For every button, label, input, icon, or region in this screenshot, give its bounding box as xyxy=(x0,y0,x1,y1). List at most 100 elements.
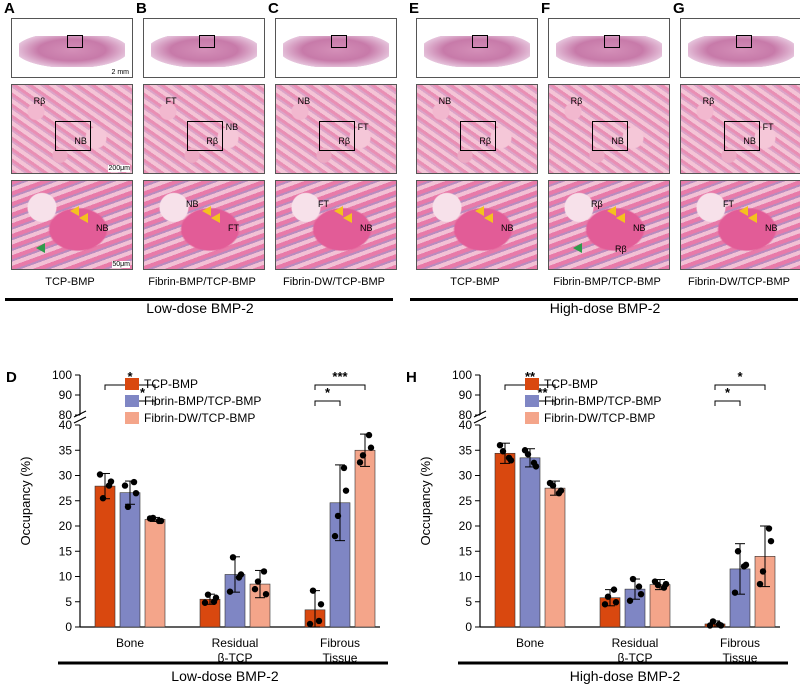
panel-letter-f: F xyxy=(541,0,551,17)
panel-caption-e: TCP-BMP xyxy=(450,276,500,288)
y-tick-label: 0 xyxy=(465,620,472,634)
data-point xyxy=(662,580,670,588)
bar xyxy=(144,519,166,628)
micrograph-b-1 xyxy=(143,18,265,78)
legend-swatch xyxy=(525,412,539,424)
data-point xyxy=(340,464,348,472)
group-label: Low-dose BMP-2 xyxy=(171,668,279,684)
zoom-box-mid-e xyxy=(459,121,496,151)
tissue-label: NB xyxy=(186,198,199,209)
green-arrowhead xyxy=(36,242,45,253)
bar xyxy=(354,449,376,628)
yellow-arrowhead xyxy=(211,212,221,223)
zoom-box-c xyxy=(330,35,347,48)
legend-label: TCP-BMP xyxy=(144,377,198,391)
data-point xyxy=(549,482,557,489)
tissue-label: NB xyxy=(74,136,87,147)
yellow-arrowhead xyxy=(606,205,616,216)
data-point xyxy=(557,487,565,494)
data-point xyxy=(254,578,262,585)
tissue-label: NB xyxy=(501,223,514,234)
data-point xyxy=(96,471,104,478)
data-point xyxy=(532,463,540,470)
panel-letter-a: A xyxy=(4,0,15,17)
legend-label: Fibrin-BMP/TCP-BMP xyxy=(544,394,661,408)
y-tick-label: 5 xyxy=(465,595,472,609)
tissue-label: Rβ xyxy=(615,244,627,255)
tissue-section-e xyxy=(424,36,530,67)
tissue-label: FT xyxy=(357,121,369,132)
tissue-label: FT xyxy=(228,223,239,234)
y-axis-title: Occupancy (%) xyxy=(418,457,433,546)
bar xyxy=(94,485,116,628)
high-dose-line xyxy=(410,298,798,301)
x-category-label: Residual xyxy=(212,636,259,650)
tissue-label: FT xyxy=(723,198,734,209)
y-tick-label: 35 xyxy=(59,443,73,457)
data-point xyxy=(637,590,645,598)
data-point xyxy=(359,452,367,459)
legend-swatch xyxy=(125,395,139,407)
tissue-section-c xyxy=(283,36,389,67)
tissue-label: NB xyxy=(438,95,452,106)
tissue-label: Rβ xyxy=(570,95,583,106)
yellow-arrowhead xyxy=(474,205,484,216)
data-point xyxy=(635,583,643,590)
data-point xyxy=(717,622,725,629)
zoom-box-g xyxy=(735,35,752,48)
data-point xyxy=(367,444,375,451)
data-point xyxy=(742,561,750,569)
y-tick-label: 25 xyxy=(459,494,473,508)
panel-caption-f: Fibrin-BMP/TCP-BMP xyxy=(553,276,661,288)
yellow-arrowhead xyxy=(79,212,89,223)
data-point xyxy=(157,517,165,525)
data-point xyxy=(654,581,662,589)
y-tick-label: 20 xyxy=(59,519,73,533)
y-tick-label: 5 xyxy=(65,595,72,609)
data-point xyxy=(124,503,132,511)
y-tick-label: 90 xyxy=(459,388,473,402)
x-category-label: Bone xyxy=(516,636,544,650)
data-point xyxy=(524,451,532,458)
tissue-label: NB xyxy=(360,223,373,234)
tissue-label: Rβ xyxy=(702,95,715,106)
data-point xyxy=(260,568,268,575)
tissue-label: NB xyxy=(633,223,646,234)
y-tick-label: 80 xyxy=(459,408,473,422)
panel-caption-a: TCP-BMP xyxy=(45,276,95,288)
data-point xyxy=(204,591,212,598)
y-tick-label: 10 xyxy=(59,570,73,584)
data-point xyxy=(251,585,259,593)
data-point xyxy=(610,586,618,593)
data-point xyxy=(309,587,317,594)
x-category-label: Fibrous xyxy=(320,636,360,650)
legend-label: Fibrin-DW/TCP-BMP xyxy=(544,411,655,425)
data-point xyxy=(507,457,515,464)
yellow-arrowhead xyxy=(343,212,353,223)
data-point xyxy=(612,599,620,606)
data-point xyxy=(331,532,339,540)
y-tick-label: 25 xyxy=(59,494,73,508)
zoom-box-mid-a xyxy=(54,121,91,151)
x-category-label: Residual xyxy=(612,636,659,650)
y-tick-label: 40 xyxy=(59,418,73,432)
data-point xyxy=(132,489,140,497)
scale-bar-label: 50μm xyxy=(112,261,130,268)
axis-break-mark xyxy=(473,410,487,418)
data-point xyxy=(262,590,270,598)
data-point xyxy=(709,618,717,625)
micrograph-g-2: Rβ NB FT xyxy=(680,84,800,174)
significance-label: * xyxy=(725,385,731,400)
zoom-box-mid-f xyxy=(591,121,628,151)
micrograph-c-2: NB Rβ FT xyxy=(275,84,397,174)
panel-caption-c: Fibrin-DW/TCP-BMP xyxy=(282,276,386,288)
tissue-label: NB xyxy=(765,223,778,234)
group-label: High-dose BMP-2 xyxy=(570,668,681,684)
data-point xyxy=(759,568,767,575)
data-point xyxy=(731,589,739,596)
zoom-box-b xyxy=(198,35,215,48)
bar xyxy=(649,584,671,628)
y-tick-label: 30 xyxy=(59,469,73,483)
tissue-label: Rβ xyxy=(479,136,492,147)
